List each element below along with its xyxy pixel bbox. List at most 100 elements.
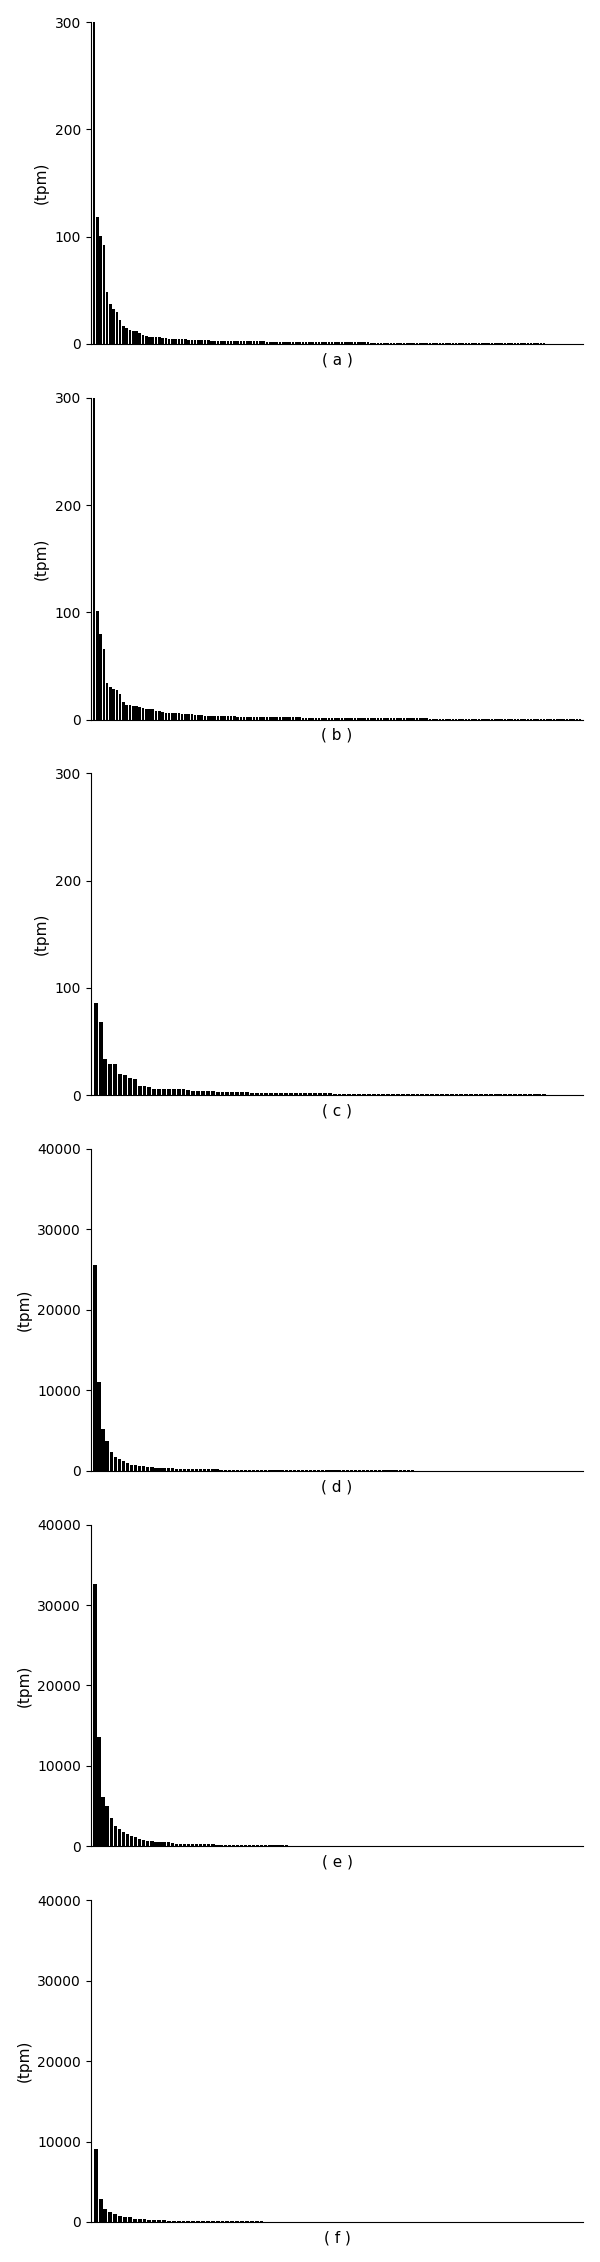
Bar [150,1841,154,1846]
Bar [143,2219,146,2221]
Bar [203,339,206,344]
Bar [113,2214,117,2221]
Bar [128,1079,132,1095]
Bar [130,1466,133,1470]
Bar [94,1002,98,1095]
Bar [168,713,170,719]
Bar [135,333,138,344]
Bar [168,339,170,344]
Bar [128,2217,132,2221]
Bar [175,339,177,344]
Bar [260,1093,263,1095]
Bar [99,238,102,344]
Bar [148,337,151,344]
Bar [128,706,131,719]
Bar [164,339,167,344]
Bar [123,2217,127,2221]
Bar [157,1088,161,1095]
Bar [253,717,255,719]
Bar [262,717,265,719]
Bar [158,710,161,719]
Bar [106,683,109,719]
Bar [167,1841,170,1846]
Bar [154,1841,158,1846]
X-axis label: ( b ): ( b ) [322,728,353,742]
Bar [272,717,275,719]
Bar [259,717,262,719]
Bar [96,611,98,719]
Bar [172,1090,176,1095]
Bar [151,337,154,344]
Bar [187,1090,190,1095]
Bar [199,1844,202,1846]
Bar [103,1059,107,1095]
Bar [250,1093,254,1095]
Bar [175,713,177,719]
Bar [128,330,131,344]
Bar [256,717,259,719]
Bar [103,244,105,344]
Bar [220,342,223,344]
Bar [211,1093,215,1095]
Bar [101,1430,104,1470]
Bar [254,1093,259,1095]
X-axis label: ( f ): ( f ) [323,2230,350,2246]
Bar [206,1090,210,1095]
Bar [220,717,223,719]
Bar [146,1841,149,1846]
Bar [146,1466,149,1470]
Bar [138,1839,141,1846]
Bar [93,1264,97,1470]
X-axis label: ( e ): ( e ) [322,1855,353,1871]
Bar [126,1464,129,1470]
Bar [207,339,209,344]
Bar [182,1090,185,1095]
Bar [179,1844,182,1846]
Bar [135,706,138,719]
Bar [142,1466,145,1470]
Bar [154,1468,158,1470]
Bar [142,1839,145,1846]
Bar [130,1837,133,1846]
Bar [217,342,220,344]
Y-axis label: (tpm): (tpm) [17,2040,32,2083]
Bar [265,1093,268,1095]
Bar [167,1468,170,1470]
Bar [122,1461,125,1470]
Bar [97,1737,101,1846]
Bar [167,1088,171,1095]
Bar [118,1830,121,1846]
Bar [230,1093,234,1095]
Bar [196,1090,200,1095]
Bar [113,1825,117,1846]
Bar [227,342,229,344]
Bar [161,337,164,344]
Bar [243,342,245,344]
Bar [181,715,184,719]
Bar [118,1074,122,1095]
Bar [139,706,141,719]
Bar [97,1382,101,1470]
Bar [239,342,242,344]
Bar [125,706,128,719]
X-axis label: ( a ): ( a ) [322,353,353,366]
Bar [236,342,239,344]
Bar [99,633,102,719]
Bar [195,1844,198,1846]
Bar [112,310,115,344]
Y-axis label: (tpm): (tpm) [17,1289,32,1330]
Bar [150,1468,154,1470]
Bar [158,1841,161,1846]
Bar [215,1093,220,1095]
Bar [137,2219,142,2221]
Bar [171,339,173,344]
Bar [112,690,115,719]
Bar [240,1093,244,1095]
Bar [132,706,134,719]
Bar [155,337,157,344]
Bar [227,717,229,719]
Bar [183,1844,186,1846]
Bar [119,319,121,344]
Bar [178,713,180,719]
Bar [200,715,203,719]
